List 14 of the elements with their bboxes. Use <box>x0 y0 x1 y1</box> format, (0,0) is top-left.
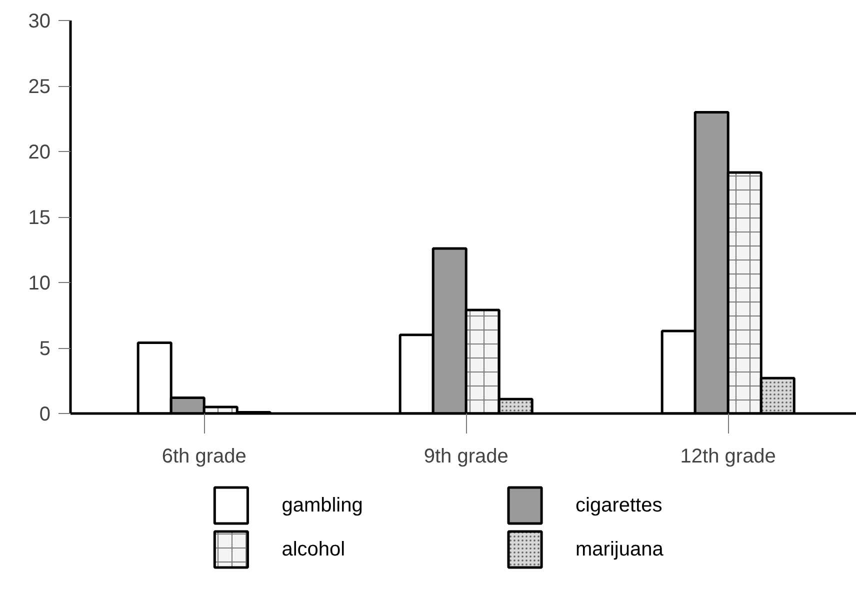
y-tick-label: 25 <box>28 76 51 98</box>
legend-label: alcohol <box>282 538 346 560</box>
y-tick-label: 15 <box>28 207 51 229</box>
legend-label: cigarettes <box>576 494 662 516</box>
legend-label: marijuana <box>576 538 664 560</box>
x-tick-label: 12th grade <box>680 446 776 468</box>
y-tick-label: 10 <box>28 272 51 294</box>
y-tick-label: 30 <box>28 10 51 32</box>
legend-label: gambling <box>282 494 363 516</box>
y-tick-label: 0 <box>39 404 50 426</box>
x-tick-label: 6th grade <box>162 446 246 468</box>
x-tick-label: 9th grade <box>424 446 508 468</box>
y-tick-label: 20 <box>28 142 51 164</box>
y-tick-label: 5 <box>39 338 50 360</box>
